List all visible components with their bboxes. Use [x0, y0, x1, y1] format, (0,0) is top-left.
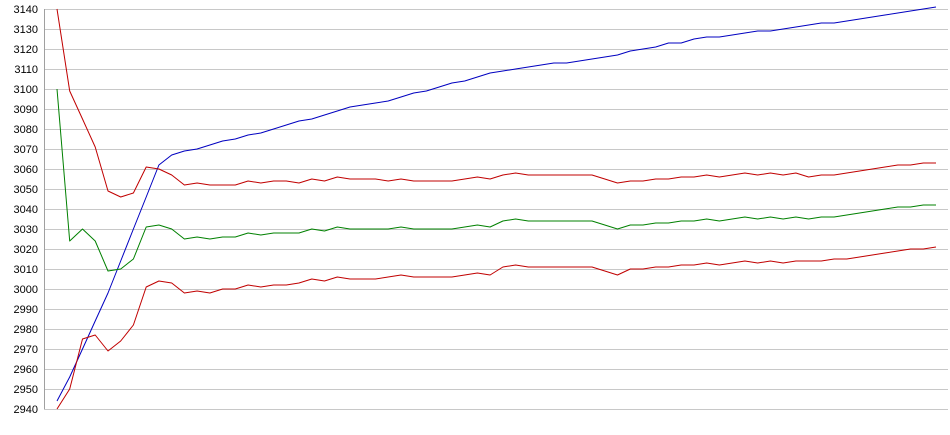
y-tick-label: 2970	[14, 344, 38, 356]
y-tick-label: 3060	[14, 164, 38, 176]
series-line-4	[56, 246, 937, 410]
y-axis-tick-labels: 2940 2950 2960 2970 2980 2990 3000 3010 3020 3030…	[14, 4, 38, 416]
y-tick-label: 3140	[14, 4, 38, 16]
gridlines	[44, 9, 948, 410]
y-tick-label: 3120	[14, 44, 38, 56]
y-tick-label: 3070	[14, 144, 38, 156]
series-line-2	[56, 8, 936, 198]
y-tick-label: 3080	[14, 124, 38, 136]
y-tick-label: 3090	[14, 104, 38, 116]
y-tick-label: 2990	[14, 304, 38, 316]
y-tick-label: 2940	[14, 404, 38, 416]
y-tick-label: 3110	[14, 64, 38, 76]
series-line-3	[56, 88, 936, 272]
y-tick-label: 3050	[14, 184, 38, 196]
y-tick-label: 2950	[14, 384, 38, 396]
y-tick-label: 3000	[14, 284, 38, 296]
series-lines	[56, 6, 937, 410]
y-tick-label: 2980	[14, 324, 38, 336]
series-line-1	[56, 6, 937, 402]
y-tick-label: 3130	[14, 24, 38, 36]
y-tick-label: 2960	[14, 364, 38, 376]
y-tick-label: 3040	[14, 204, 38, 216]
y-tick-label: 3100	[14, 84, 38, 96]
y-tick-label: 3020	[14, 244, 38, 256]
y-tick-label: 3030	[14, 224, 38, 236]
y-tick-label: 3010	[14, 264, 38, 276]
